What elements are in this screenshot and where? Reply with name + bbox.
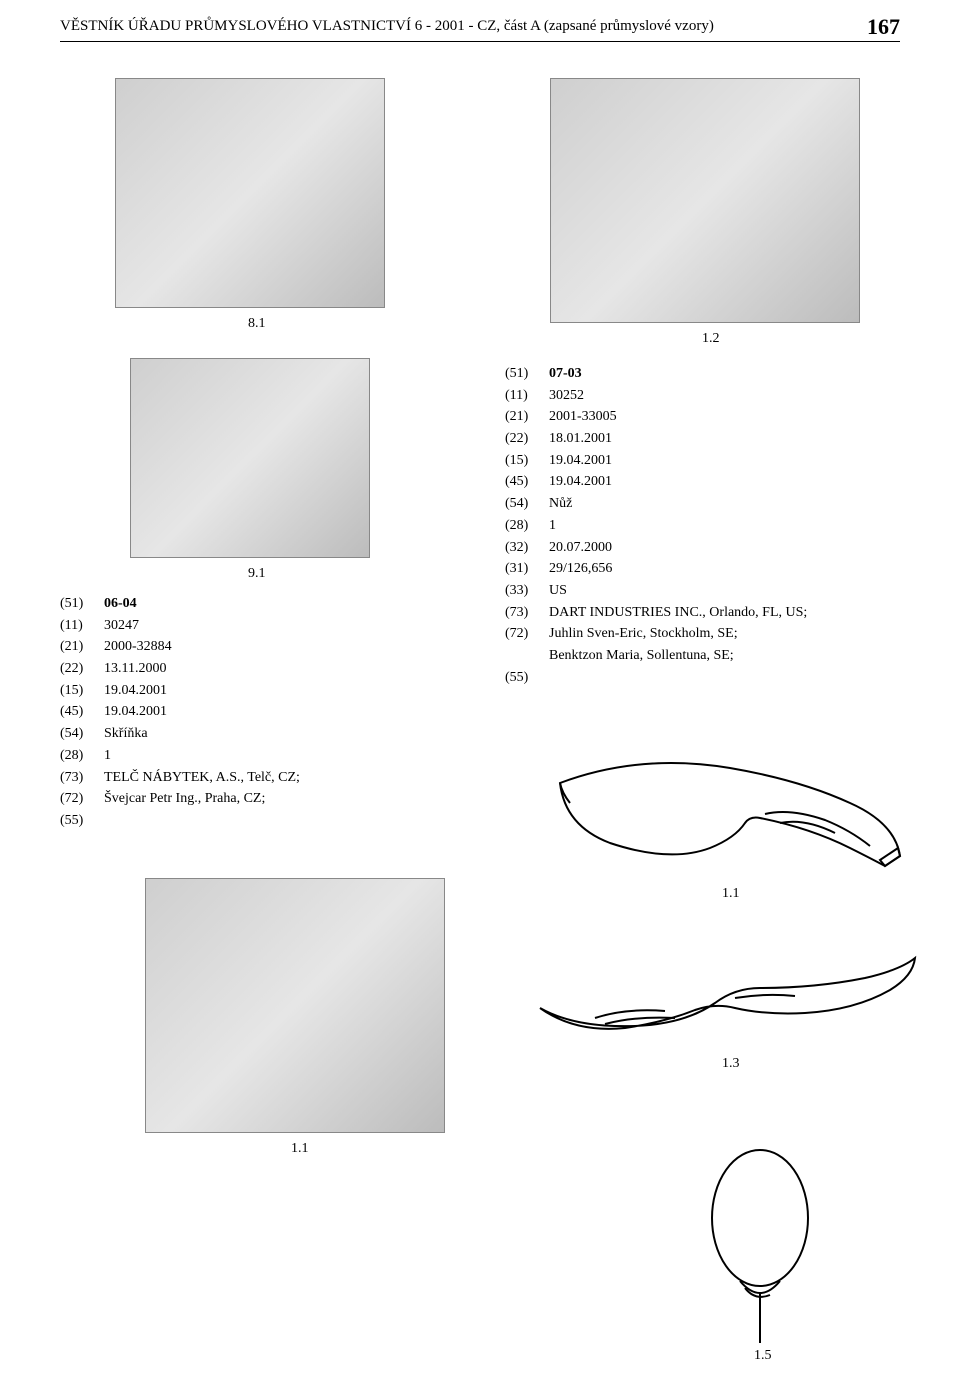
field-value: 19.04.2001 — [549, 453, 612, 468]
field-code: (72) — [505, 623, 549, 645]
figure-cabinet — [145, 878, 445, 1133]
field-value: 2000-32884 — [104, 639, 172, 654]
figure-knife-1-1 — [550, 748, 910, 878]
field-value: 30252 — [549, 388, 584, 403]
field-value: 2001-33005 — [549, 409, 617, 424]
field-value: 06-04 — [104, 596, 137, 611]
figure-drawer-open — [550, 78, 860, 323]
field-value: Skříňka — [104, 726, 148, 741]
field-code: (55) — [505, 667, 549, 689]
field-value: 18.01.2001 — [549, 431, 612, 446]
figure-label-1-1-right: 1.1 — [722, 886, 740, 902]
field-code: (45) — [505, 471, 549, 493]
figure-label-1-1-left: 1.1 — [291, 1141, 309, 1157]
field-code: (11) — [505, 385, 549, 407]
field-code: (32) — [505, 537, 549, 559]
field-code: (21) — [505, 406, 549, 428]
record-right: (51)07-03 (11)30252 (21)2001-33005 (22)1… — [505, 363, 807, 688]
field-value: 19.04.2001 — [104, 683, 167, 698]
field-code: (54) — [60, 723, 104, 745]
field-value: 1 — [549, 518, 556, 533]
field-code: (28) — [505, 515, 549, 537]
field-value: 30247 — [104, 618, 139, 633]
field-value: Švejcar Petr Ing., Praha, CZ; — [104, 791, 265, 806]
field-code: (73) — [60, 767, 104, 789]
field-value: US — [549, 583, 567, 598]
field-code: (15) — [60, 680, 104, 702]
field-value: 07-03 — [549, 366, 582, 381]
page-content: 8.1 9.1 (51)06-04 (11)30247 (21)2000-328… — [60, 48, 900, 1338]
field-value: 20.07.2000 — [549, 540, 612, 555]
figure-label-9-1: 9.1 — [248, 566, 266, 582]
field-code: (28) — [60, 745, 104, 767]
field-value: TELČ NÁBYTEK, A.S., Telč, CZ; — [104, 770, 300, 785]
figure-knife-1-3 — [535, 948, 920, 1048]
field-code: (51) — [505, 363, 549, 385]
field-code: (55) — [60, 810, 104, 832]
field-code: (72) — [60, 788, 104, 810]
field-code: (31) — [505, 558, 549, 580]
field-value: 19.04.2001 — [104, 704, 167, 719]
field-code: (11) — [60, 615, 104, 637]
field-value: Benktzon Maria, Sollentuna, SE; — [549, 648, 734, 663]
header-rule — [60, 41, 900, 42]
field-value: 1 — [104, 748, 111, 763]
figure-chain-stand — [115, 78, 385, 308]
header-title: VĚSTNÍK ÚŘADU PRŮMYSLOVÉHO VLASTNICTVÍ 6… — [60, 18, 900, 35]
figure-label-1-3: 1.3 — [722, 1056, 740, 1072]
field-value: DART INDUSTRIES INC., Orlando, FL, US; — [549, 605, 807, 620]
field-code: (33) — [505, 580, 549, 602]
figure-label-1-2: 1.2 — [702, 331, 720, 347]
record-left: (51)06-04 (11)30247 (21)2000-32884 (22)1… — [60, 593, 300, 832]
field-value: Nůž — [549, 496, 572, 511]
page-number: 167 — [867, 14, 900, 40]
field-code: (45) — [60, 701, 104, 723]
field-code: (22) — [505, 428, 549, 450]
figure-label-8-1: 8.1 — [248, 316, 266, 332]
figure-knife-handle-1-5 — [695, 1143, 825, 1348]
field-value: Juhlin Sven-Eric, Stockholm, SE; — [549, 626, 738, 641]
figure-chain-crown — [130, 358, 370, 558]
field-code: (21) — [60, 636, 104, 658]
figure-label-1-5: 1.5 — [754, 1348, 772, 1364]
field-code: (22) — [60, 658, 104, 680]
field-value: 29/126,656 — [549, 561, 612, 576]
field-code: (51) — [60, 593, 104, 615]
field-code: (73) — [505, 602, 549, 624]
field-code: (15) — [505, 450, 549, 472]
field-code: (54) — [505, 493, 549, 515]
field-value: 19.04.2001 — [549, 474, 612, 489]
field-value: 13.11.2000 — [104, 661, 166, 676]
